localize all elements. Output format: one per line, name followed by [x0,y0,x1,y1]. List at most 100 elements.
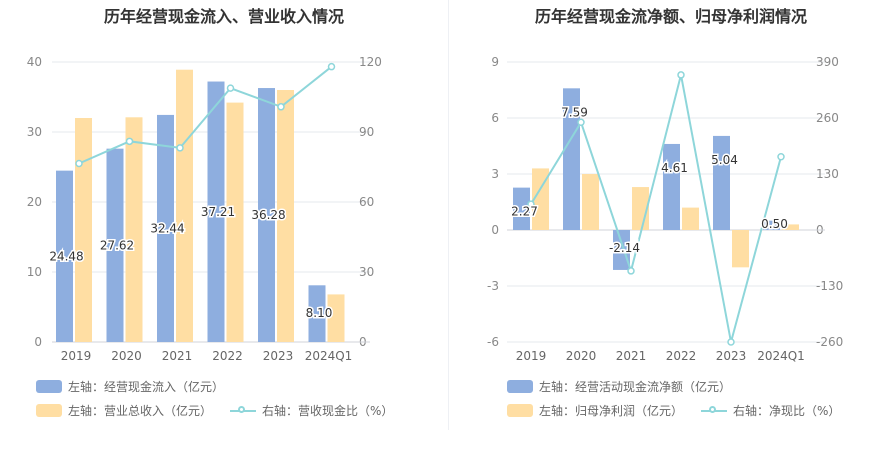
bar-revenue [125,117,143,342]
bar-revenue [75,118,92,342]
bar-net-profit [782,224,799,230]
bar-revenue [176,69,193,342]
data-label: 8.10 [306,306,333,320]
bar-net-cashflow [663,143,680,230]
chart-title: 历年经营现金流入、营业收入情况 [103,7,344,26]
left-axis-tick-label: 0 [34,335,42,349]
x-axis-tick-label: 2024Q1 [757,349,805,363]
data-label: 36.28 [251,208,285,222]
line-point [75,159,83,168]
legend-row-1: 左轴：经营现金流入（亿元） [36,378,224,394]
legend-swatch-cash-ratio [230,404,257,417]
bar-cash-inflow [157,114,174,342]
chart-panel-cash-inflow-revenue: 历年经营现金流入、营业收入情况 0 10 20 30 40 0 30 60 90 120 2019 2… [27,7,394,418]
left-axis-tick-label: 9 [491,55,499,69]
bar-revenue [327,294,345,342]
line-point [677,71,685,79]
x-axis-tick-label: 2023 [716,349,747,363]
left-axis-tick-label: 40 [27,55,42,69]
left-axis-tick-label: 30 [27,125,42,139]
x-axis-tick-label: 2020 [111,349,142,363]
data-label: 4.61 [661,161,688,175]
legend-row-1: 左轴：经营活动现金流净额（亿元） [507,378,731,394]
line-point [125,137,134,146]
data-label: -2.14 [609,241,640,255]
line-point [277,103,285,111]
legend-label-net-cash-ratio: 右轴：净现比（%） [733,403,841,418]
x-axis-tick-label: 2019 [61,349,92,363]
bar-revenue [226,102,244,342]
right-axis-tick-label: 120 [359,55,382,69]
line-point [777,153,785,161]
x-axis-tick-label: 2022 [212,349,243,363]
left-axis-tick-label: -3 [487,279,499,293]
legend-label-net-profit: 左轴：归母净利润（亿元） [539,403,684,418]
x-axis-tick-label: 2019 [516,349,547,363]
legend-swatch-revenue [36,403,62,417]
bar-net-cashflow [763,220,780,230]
legend-swatch-net-cashflow [507,379,533,393]
bar-revenue [277,90,294,342]
right-axis-tick-label: 390 [816,55,839,69]
legend-swatch-cash-inflow [36,379,62,393]
left-axis-tick-label: 20 [27,195,42,209]
data-label: 24.48 [49,249,83,263]
right-axis-tick-label: 30 [359,265,374,279]
line-point [176,144,184,152]
line-point [226,84,235,92]
legend-label-net-cashflow: 左轴：经营活动现金流净额（亿元） [539,379,732,394]
right-axis-tick-label: 260 [816,111,839,125]
legend-row-2: 左轴：归母净利润（亿元） 右轴：净现比（%） [507,402,840,418]
bar-net-cashflow [713,135,730,230]
right-axis-tick-label: -130 [816,279,843,293]
right-axis-tick-label: 90 [359,125,374,139]
bar-net-cashflow [563,88,580,230]
left-axis-tick-label: 0 [491,223,499,237]
bar-net-profit [532,168,549,230]
right-axis-tick-label: 130 [816,167,839,181]
legend-swatch-net-cash-ratio [701,404,728,417]
data-label: 27.62 [100,238,134,252]
bar-cash-inflow [106,148,124,342]
legend-swatch-net-profit [507,403,533,417]
left-axis-tick-label: 6 [491,111,499,125]
line-net-cash-ratio [530,74,782,343]
data-label: 0.50 [761,217,788,231]
x-axis-tick-label: 2021 [162,349,193,363]
data-label: 5.04 [711,153,738,167]
chart-panel-net-cashflow-profit: 历年经营现金流净额、归母净利润情况 -6 -3 0 3 6 9 -260 -130 0 130 26… [449,0,893,458]
bar-net-profit [732,230,749,268]
line-point [577,118,585,127]
x-axis-tick-label: 2023 [263,349,294,363]
x-axis-tick-label: 2020 [566,349,597,363]
data-label: 32.44 [150,221,184,235]
line-point [727,338,735,346]
bar-net-cashflow [513,187,530,230]
legend-label-cash-inflow: 左轴：经营现金流入（亿元） [68,379,225,394]
left-axis-tick-label: -6 [487,335,499,349]
line-point [627,267,635,275]
bar-net-cashflow [613,230,630,270]
line-point [527,200,535,208]
x-axis-tick-label: 2021 [616,349,647,363]
bar-net-profit [582,174,599,230]
legend-row-2: 左轴：营业总收入（亿元） 右轴：营收现金比（%） [36,402,393,418]
right-axis-tick-label: -260 [816,335,843,349]
left-axis-tick-label: 3 [491,167,499,181]
chart-title: 历年经营现金流净额、归母净利润情况 [534,7,807,26]
bar-cash-inflow [308,285,326,342]
data-label: 7.59 [561,105,588,119]
x-axis-tick-label: 2022 [666,349,697,363]
x-axis-tick-label: 2024Q1 [305,349,353,363]
panel-divider [448,0,449,430]
bar-net-profit [682,207,699,230]
data-label: 2.27 [511,205,538,219]
line-cash-ratio [78,65,333,165]
bar-cash-inflow [207,81,225,342]
legend-label-cash-ratio: 右轴：营收现金比（%） [262,403,394,418]
right-axis-tick-label: 60 [359,195,374,209]
bar-cash-inflow [258,88,275,342]
legend-label-revenue: 左轴：营业总收入（亿元） [68,403,213,418]
